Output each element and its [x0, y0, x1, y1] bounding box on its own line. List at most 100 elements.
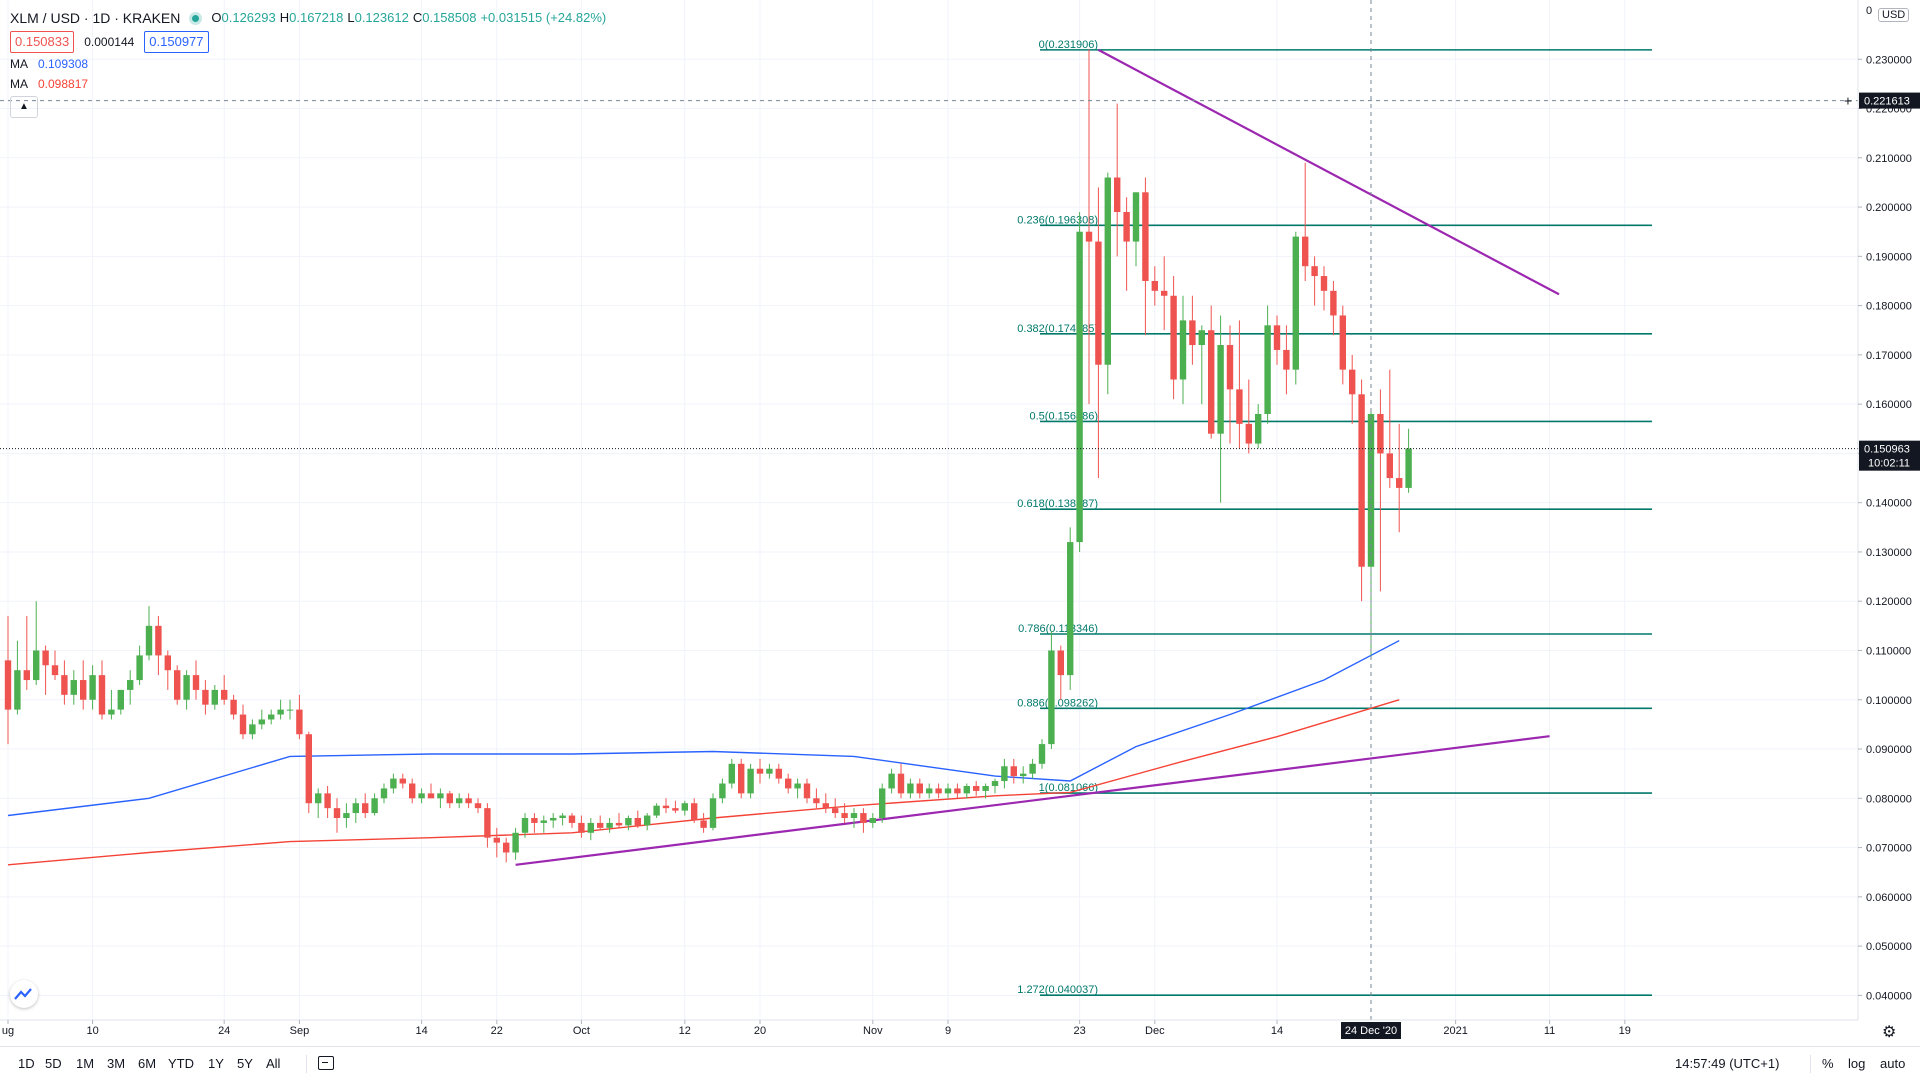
candle[interactable]: [249, 719, 256, 740]
timeframe-6m[interactable]: 6M: [138, 1056, 157, 1071]
candle[interactable]: [493, 827, 500, 858]
candle[interactable]: [512, 827, 519, 860]
price-chart[interactable]: 0(0.231906) 0.236(0.196308) 0.382(0.174285…: [0, 0, 1920, 1046]
bid-price[interactable]: 0.150833: [10, 31, 75, 53]
candle[interactable]: [1085, 49, 1093, 405]
candle[interactable]: [841, 803, 848, 823]
candle[interactable]: [399, 773, 406, 789]
ma2-line[interactable]: [7, 699, 1400, 866]
candle[interactable]: [879, 783, 886, 823]
candle[interactable]: [465, 793, 472, 809]
gear-icon[interactable]: ⚙: [1882, 1024, 1897, 1041]
candle[interactable]: [954, 783, 961, 799]
candle[interactable]: [1358, 379, 1365, 602]
candle[interactable]: [437, 788, 444, 809]
candle[interactable]: [963, 783, 970, 799]
candle[interactable]: [1217, 315, 1224, 503]
tradingview-logo[interactable]: [10, 980, 38, 1008]
candle[interactable]: [23, 616, 30, 690]
candle[interactable]: [1179, 295, 1187, 405]
candle[interactable]: [1142, 177, 1149, 336]
candle[interactable]: [484, 803, 491, 848]
candle[interactable]: [1292, 231, 1299, 385]
candle[interactable]: [1123, 197, 1130, 291]
candle[interactable]: [42, 645, 49, 695]
candle[interactable]: [1067, 527, 1074, 690]
log-toggle[interactable]: log: [1848, 1056, 1866, 1071]
ask-price[interactable]: 0.150977: [144, 31, 209, 53]
timeframe-3m[interactable]: 3M: [107, 1056, 126, 1071]
candle[interactable]: [897, 763, 905, 799]
candle[interactable]: [1396, 423, 1403, 533]
candle[interactable]: [606, 818, 613, 833]
candle[interactable]: [1057, 645, 1064, 700]
candle[interactable]: [1273, 315, 1281, 365]
candle[interactable]: [973, 781, 980, 796]
candle[interactable]: [1104, 172, 1111, 395]
percent-toggle[interactable]: %: [1822, 1056, 1834, 1071]
candle[interactable]: [700, 813, 707, 833]
candle[interactable]: [540, 815, 547, 833]
candle[interactable]: [935, 783, 942, 799]
ma1-line[interactable]: [7, 639, 1400, 817]
candle[interactable]: [832, 798, 839, 818]
candle[interactable]: [1208, 305, 1215, 439]
candle[interactable]: [531, 813, 538, 833]
candle[interactable]: [4, 616, 12, 745]
candle[interactable]: [98, 660, 106, 720]
candle[interactable]: [127, 670, 134, 705]
timeframe-1y[interactable]: 1Y: [208, 1056, 224, 1071]
candle[interactable]: [183, 670, 190, 710]
candle[interactable]: [456, 793, 463, 809]
candle[interactable]: [70, 670, 77, 705]
candle[interactable]: [239, 704, 247, 740]
candle[interactable]: [813, 788, 820, 809]
candle[interactable]: [80, 660, 87, 710]
timeframe-1d[interactable]: 1D: [18, 1056, 35, 1071]
candle[interactable]: [568, 813, 576, 828]
candle[interactable]: [738, 758, 745, 799]
candle[interactable]: [681, 800, 688, 816]
candle[interactable]: [352, 798, 359, 823]
candle[interactable]: [916, 778, 923, 799]
candle[interactable]: [89, 665, 96, 710]
candle[interactable]: [409, 778, 416, 804]
candle[interactable]: [1377, 389, 1384, 592]
candle[interactable]: [559, 813, 566, 826]
candle[interactable]: [1020, 766, 1027, 784]
candle[interactable]: [1010, 758, 1017, 784]
candle[interactable]: [333, 798, 341, 833]
clock[interactable]: 14:57:49 (UTC+1): [1675, 1056, 1780, 1071]
timeframe-ytd[interactable]: YTD: [168, 1056, 194, 1071]
candle[interactable]: [155, 616, 162, 676]
trendline[interactable]: [1097, 48, 1560, 296]
candle[interactable]: [550, 813, 557, 828]
candle[interactable]: [1236, 320, 1243, 449]
candle[interactable]: [982, 783, 989, 799]
candle[interactable]: [117, 689, 124, 715]
candle[interactable]: [822, 793, 829, 814]
candle[interactable]: [230, 694, 237, 720]
candle[interactable]: [1320, 266, 1328, 311]
candle[interactable]: [521, 813, 529, 838]
trendline[interactable]: [515, 735, 1550, 866]
candle[interactable]: [691, 798, 698, 823]
collapse-legend-button[interactable]: ▲: [10, 96, 38, 118]
candle[interactable]: [907, 778, 914, 799]
candle[interactable]: [1245, 379, 1252, 454]
candle[interactable]: [221, 675, 228, 705]
candle[interactable]: [1189, 295, 1196, 365]
candle[interactable]: [268, 709, 275, 725]
candle[interactable]: [926, 783, 933, 799]
candle[interactable]: [371, 793, 378, 816]
candle[interactable]: [343, 803, 350, 828]
candle[interactable]: [728, 758, 735, 789]
candle[interactable]: [305, 731, 312, 814]
candle[interactable]: [51, 650, 59, 681]
candle[interactable]: [380, 783, 388, 804]
candle[interactable]: [860, 808, 867, 833]
candle[interactable]: [286, 699, 294, 720]
candle[interactable]: [1114, 103, 1121, 257]
candle[interactable]: [869, 813, 876, 828]
candle[interactable]: [1038, 739, 1046, 769]
